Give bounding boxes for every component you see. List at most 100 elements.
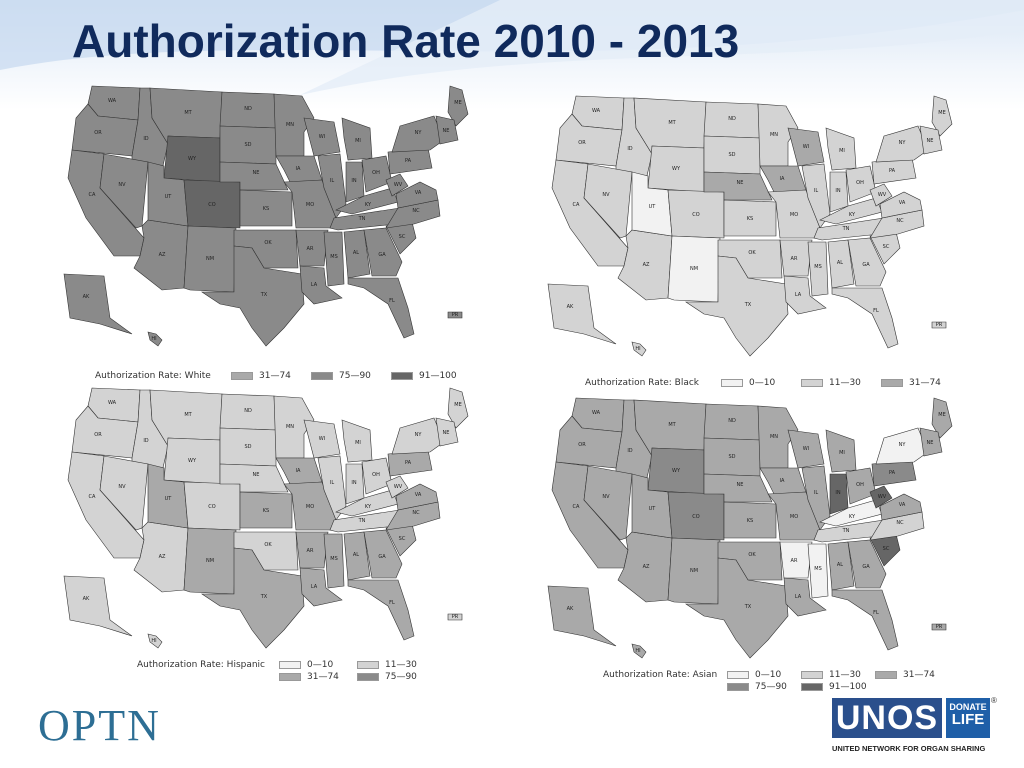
legend-label-black-2: 31—74	[909, 378, 941, 388]
legend-white: Authorization Rate: White 31—74 75—90 91—10…	[95, 371, 475, 391]
state-label-in-hispanic: IN	[351, 480, 356, 486]
legend-hispanic: Authorization Rate: Hispanic 0—10 11—30 31—…	[137, 660, 437, 690]
state-label-ky-hispanic: KY	[365, 504, 372, 510]
legend-title-asian: Authorization Rate: Asian	[603, 670, 718, 680]
state-label-mt-white: MT	[184, 110, 192, 116]
state-label-ut-white: UT	[165, 194, 173, 200]
state-nm-white	[183, 225, 237, 293]
state-label-nd-black: ND	[728, 116, 736, 122]
state-tx-white	[201, 245, 305, 347]
state-label-sd-black: SD	[728, 152, 735, 158]
state-label-or-asian: OR	[578, 442, 586, 448]
state-la-asian	[783, 577, 827, 617]
state-label-pr-white: PR	[452, 312, 459, 318]
state-label-mn-hispanic: MN	[286, 424, 294, 430]
state-label-mt-hispanic: MT	[184, 412, 192, 418]
state-label-me-black: ME	[938, 110, 945, 116]
state-label-wv-hispanic: WV	[394, 484, 403, 490]
state-label-ny-black: NY	[899, 140, 907, 146]
state-label-sc-black: SC	[883, 244, 890, 250]
state-label-mt-black: MT	[668, 120, 676, 126]
state-ne2-black	[919, 125, 943, 155]
state-label-co-white: CO	[208, 202, 215, 208]
state-nm-black	[667, 235, 721, 303]
state-label-ca-black: CA	[573, 202, 580, 208]
state-label-fl-asian: FL	[873, 610, 879, 616]
state-label-ne2-black: NE	[927, 138, 934, 144]
legend-label-asian-0: 0—10	[755, 670, 782, 680]
map-svg-black: WA OR CA ID NV AZ MT WY UT CO NM ND SD NE KS OK TX MN IA MO…	[547, 95, 953, 357]
state-label-wy-hispanic: WY	[188, 458, 197, 464]
legend-label-hispanic-3: 75—90	[385, 672, 417, 682]
state-label-ms-black: MS	[814, 264, 822, 270]
state-wv-asian	[869, 485, 893, 509]
map-svg-hispanic: WA OR CA ID NV AZ MT WY UT CO NM ND SD NE KS OK TX MN IA MO…	[63, 387, 469, 649]
state-label-mi-black: MI	[839, 148, 845, 154]
state-ak-asian	[547, 585, 617, 647]
state-label-mi-white: MI	[355, 138, 361, 144]
state-label-wi-black: WI	[803, 144, 809, 150]
state-label-tx-asian: TX	[744, 604, 752, 610]
state-label-nm-black: NM	[690, 266, 698, 272]
state-ga-hispanic	[363, 529, 403, 579]
state-me-hispanic	[447, 387, 469, 429]
state-label-mi-asian: MI	[839, 450, 845, 456]
state-ks-black	[723, 199, 777, 237]
state-label-ca-asian: CA	[573, 504, 580, 510]
legend-swatch-hispanic-3	[357, 672, 379, 681]
state-wv-hispanic	[385, 475, 409, 499]
state-label-mi-hispanic: MI	[355, 440, 361, 446]
state-label-nv-asian: NV	[602, 494, 610, 500]
state-pr-asian	[931, 623, 947, 631]
state-ms-black	[807, 241, 829, 297]
state-label-tx-hispanic: TX	[260, 594, 268, 600]
state-nv-white	[99, 153, 149, 229]
state-label-ms-asian: MS	[814, 566, 822, 572]
state-label-ia-hispanic: IA	[296, 468, 301, 474]
state-label-wa-black: WA	[592, 108, 601, 114]
state-label-ga-asian: GA	[862, 564, 870, 570]
state-label-il-hispanic: IL	[330, 480, 334, 486]
state-label-me-asian: ME	[938, 412, 945, 418]
state-label-in-asian: IN	[835, 490, 840, 496]
legend-label-black-0: 0—10	[749, 378, 776, 388]
state-label-wy-white: WY	[188, 156, 197, 162]
state-label-az-asian: AZ	[643, 564, 650, 570]
state-mi-asian	[825, 429, 857, 473]
legend-title-white: Authorization Rate: White	[95, 371, 211, 381]
map-white: WA OR CA ID NV AZ MT WY UT CO NM ND SD NE KS OK TX MN IA MO…	[52, 78, 482, 358]
state-label-tx-white: TX	[260, 292, 268, 298]
legend-swatch-asian-3	[727, 682, 749, 691]
state-label-fl-white: FL	[389, 298, 395, 304]
state-ga-black	[847, 237, 887, 287]
state-label-sc-white: SC	[399, 234, 406, 240]
state-label-wi-asian: WI	[803, 446, 809, 452]
state-label-ny-asian: NY	[899, 442, 907, 448]
legend-item-white-0: 31—74	[231, 371, 291, 381]
state-ne2-asian	[919, 427, 943, 457]
state-label-ky-asian: KY	[849, 514, 856, 520]
state-label-ny-white: NY	[415, 130, 423, 136]
legend-item-hispanic-0: 0—10	[279, 660, 333, 670]
state-label-pa-asian: PA	[889, 470, 896, 476]
state-label-pr-hispanic: PR	[452, 614, 459, 620]
state-label-sd-hispanic: SD	[244, 444, 251, 450]
legend-item-hispanic-3: 75—90	[357, 672, 417, 682]
legend-item-black-2: 31—74	[881, 378, 941, 388]
state-label-oh-hispanic: OH	[372, 472, 380, 478]
state-ky-hispanic	[335, 489, 399, 517]
state-hi-white	[147, 331, 163, 347]
state-label-oh-asian: OH	[856, 482, 864, 488]
legend-label-hispanic-2: 31—74	[307, 672, 339, 682]
map-svg-asian: WA OR CA ID NV AZ MT WY UT CO NM ND SD NE KS OK TX MN IA MO…	[547, 397, 953, 659]
state-label-mn-black: MN	[770, 132, 778, 138]
state-label-ak-asian: AK	[567, 606, 574, 612]
state-pr-hispanic	[447, 613, 463, 621]
state-label-nd-hispanic: ND	[244, 408, 252, 414]
header-swoosh	[0, 0, 1024, 95]
legend-swatch-hispanic-0	[279, 660, 301, 669]
state-ny-asian	[875, 427, 929, 465]
legend-label-black-1: 11—30	[829, 378, 861, 388]
state-fl-hispanic	[347, 579, 415, 641]
legend-black: Authorization Rate: Black 0—10 11—30 31—74	[585, 378, 965, 398]
